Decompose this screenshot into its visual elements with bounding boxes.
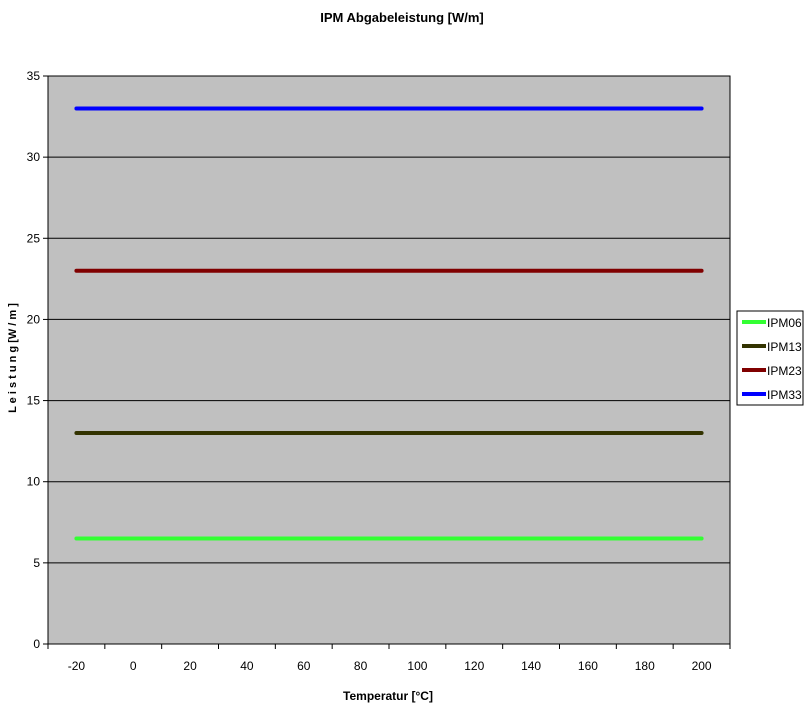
x-tick-label: -20 [68, 659, 86, 673]
y-tick-label: 20 [27, 312, 41, 326]
y-tick-label: 0 [33, 637, 40, 651]
x-tick-label: 80 [354, 659, 368, 673]
x-tick-label: 60 [297, 659, 311, 673]
x-tick-label: 200 [692, 659, 712, 673]
x-tick-label: 180 [635, 659, 655, 673]
y-tick-label: 15 [27, 394, 41, 408]
x-axis-label: Temperatur [°C] [343, 689, 433, 703]
legend-label-ipm33: IPM33 [767, 388, 802, 402]
axes: 0 5 10 15 20 25 30 35 -20 0 20 40 60 80 100 120 140 160 18… [27, 69, 731, 673]
x-tick-label: 140 [521, 659, 541, 673]
y-axis-label: L e i s t u n g [W / m ] [7, 303, 19, 413]
x-tick-label: 160 [578, 659, 598, 673]
chart-title: IPM Abgabeleistung [W/m] [320, 10, 483, 25]
legend-label-ipm13: IPM13 [767, 340, 802, 354]
x-tick-label: 100 [407, 659, 427, 673]
series-lines [74, 106, 704, 541]
y-tick-label: 30 [27, 150, 41, 164]
gridlines [48, 156, 730, 564]
legend-box [736, 310, 804, 406]
legend: IPM06 IPM13 IPM23 IPM33 [736, 310, 804, 406]
y-tick-label: 5 [33, 556, 40, 570]
x-tick-label: 0 [130, 659, 137, 673]
x-tick-label: 40 [240, 659, 254, 673]
legend-label-ipm23: IPM23 [767, 364, 802, 378]
x-tick-label: 120 [464, 659, 484, 673]
y-tick-label: 35 [27, 69, 41, 83]
plot-area [47, 75, 731, 645]
y-tick-label: 25 [27, 231, 41, 245]
y-tick-label: 10 [27, 475, 41, 489]
x-tick-label: 20 [183, 659, 197, 673]
legend-label-ipm06: IPM06 [767, 316, 802, 330]
